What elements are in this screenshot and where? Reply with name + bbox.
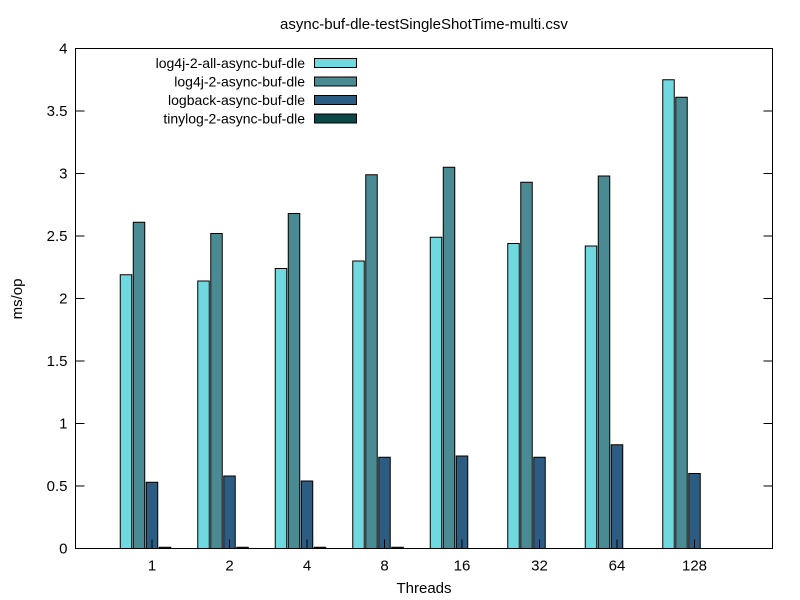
bar-logback-async-buf-dle-2	[223, 475, 236, 549]
bar-log4j-2-async-buf-dle-64	[597, 175, 611, 549]
legend-label: log4j-2-all-async-buf-dle	[156, 55, 306, 71]
y-tick-label: 3.5	[47, 103, 68, 120]
y-axis-label: ms/op	[9, 279, 26, 320]
legend-label: tinylog-2-async-buf-dle	[163, 111, 305, 127]
x-axis-label: Threads	[396, 580, 451, 597]
x-tick-label: 4	[303, 558, 311, 575]
bar-logback-async-buf-dle-1	[145, 481, 159, 549]
bar-logback-async-buf-dle-64	[610, 444, 624, 549]
axis-ticks-group: 0 0.5 1 1.5 2 2.5 3 3.5 4 1 2 4 8 16 32 64 128	[47, 41, 773, 575]
x-tick-label: 8	[380, 558, 388, 575]
y-tick-label: 4	[59, 41, 67, 58]
y-tick-label: 0.5	[47, 478, 68, 495]
bar-logback-async-buf-dle-8	[378, 456, 391, 549]
bar-log4j-2-all-async-buf-dle-64	[584, 245, 598, 549]
bar-log4j-2-async-buf-dle-1	[132, 221, 146, 549]
x-tick-label: 2	[225, 558, 233, 575]
bar-logback-async-buf-dle-4	[300, 480, 314, 549]
y-tick-label: 2	[59, 291, 67, 308]
bar-log4j-2-async-buf-dle-32	[520, 181, 533, 549]
y-tick-label: 0	[59, 541, 67, 558]
legend-swatch	[314, 76, 357, 87]
bar-log4j-2-all-async-buf-dle-4	[274, 268, 288, 549]
bar-log4j-2-all-async-buf-dle-128	[662, 79, 675, 549]
bar-log4j-2-all-async-buf-dle-16	[429, 236, 443, 549]
bar-log4j-2-async-buf-dle-2	[210, 233, 223, 549]
plot-frame	[75, 48, 773, 549]
bars-group	[119, 79, 701, 549]
x-tick-label: 64	[609, 558, 626, 575]
bar-log4j-2-all-async-buf-dle-1	[119, 274, 133, 549]
bar-log4j-2-async-buf-dle-128	[675, 96, 688, 549]
x-tick-label: 128	[682, 558, 707, 575]
y-tick-label: 2.5	[47, 228, 68, 245]
bar-logback-async-buf-dle-32	[533, 456, 546, 549]
bar-log4j-2-all-async-buf-dle-32	[507, 243, 520, 549]
x-tick-label: 16	[454, 558, 471, 575]
bar-log4j-2-all-async-buf-dle-8	[352, 260, 365, 549]
y-tick-label: 1	[59, 416, 67, 433]
y-tick-label: 1.5	[47, 353, 68, 370]
legend: log4j-2-all-async-buf-dle log4j-2-async-b…	[156, 55, 357, 127]
legend-swatch	[314, 95, 357, 105]
y-tick-label: 3	[59, 166, 67, 183]
bar-log4j-2-all-async-buf-dle-2	[197, 280, 210, 549]
legend-swatch	[314, 58, 357, 68]
bar-logback-async-buf-dle-128	[688, 473, 701, 549]
legend-swatch	[314, 113, 357, 124]
bar-log4j-2-async-buf-dle-16	[442, 166, 456, 549]
x-tick-label: 32	[531, 558, 548, 575]
bar-log4j-2-async-buf-dle-4	[287, 213, 301, 549]
x-tick-label: 1	[148, 558, 156, 575]
legend-label: logback-async-buf-dle	[168, 92, 305, 108]
legend-label: log4j-2-async-buf-dle	[174, 74, 305, 90]
bar-log4j-2-async-buf-dle-8	[365, 174, 378, 549]
bar-logback-async-buf-dle-16	[455, 455, 469, 549]
chart-title: async-buf-dle-testSingleShotTime-multi.c…	[280, 16, 568, 33]
